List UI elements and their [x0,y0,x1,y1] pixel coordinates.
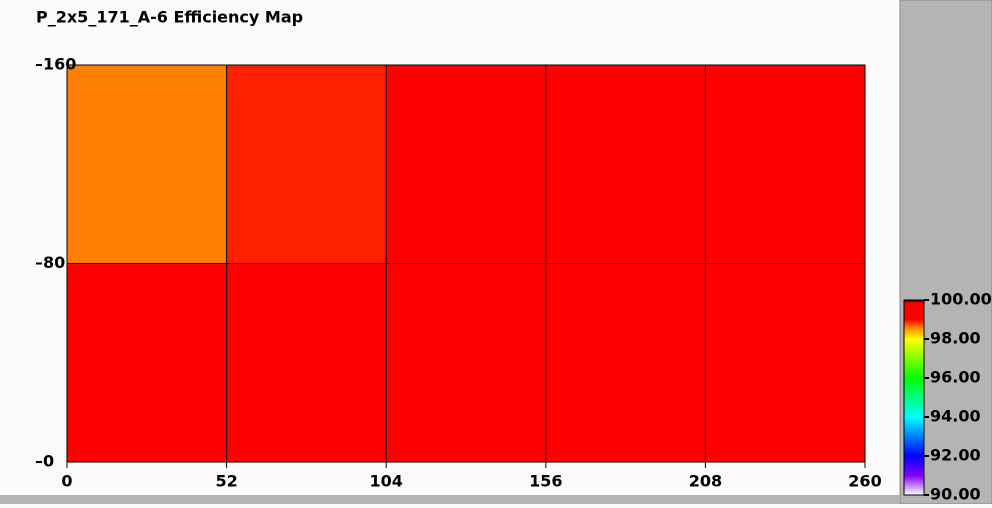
x-tick-label: 104 [369,472,402,491]
heatmap-cell [226,263,387,462]
colorbar [903,299,925,496]
heatmap-cell [705,263,865,462]
heatmap-cell [67,65,227,264]
bottom-strip [0,495,900,504]
colorbar-tick-label: 90.00 [930,485,981,504]
heatmap-cell [545,263,706,462]
heatmap-cell [226,65,387,264]
plot-frame [66,64,866,463]
heatmap-cell [386,263,546,462]
colorbar-tick-label: 100.00 [930,290,992,309]
colorbar-tick-label: 96.00 [930,368,981,387]
x-tick-label: 208 [689,472,722,491]
heatmap-cell [545,65,706,264]
y-tick-label: 160 [43,55,76,74]
y-tick-label: 0 [43,452,54,471]
x-tick-label: 260 [848,472,881,491]
heatmap-cell [705,65,865,264]
heatmap-cell [386,65,546,264]
colorbar-tick-label: 98.00 [930,329,981,348]
heatmap-cell [67,263,227,462]
colorbar-tick-label: 92.00 [930,446,981,465]
x-tick-label: 52 [215,472,237,491]
chart-title: P_2x5_171_A-6 Efficiency Map [36,8,303,27]
colorbar-tick-label: 94.00 [930,407,981,426]
y-tick-label: 80 [43,253,65,272]
x-tick-label: 156 [529,472,562,491]
x-tick-label: 0 [61,472,72,491]
